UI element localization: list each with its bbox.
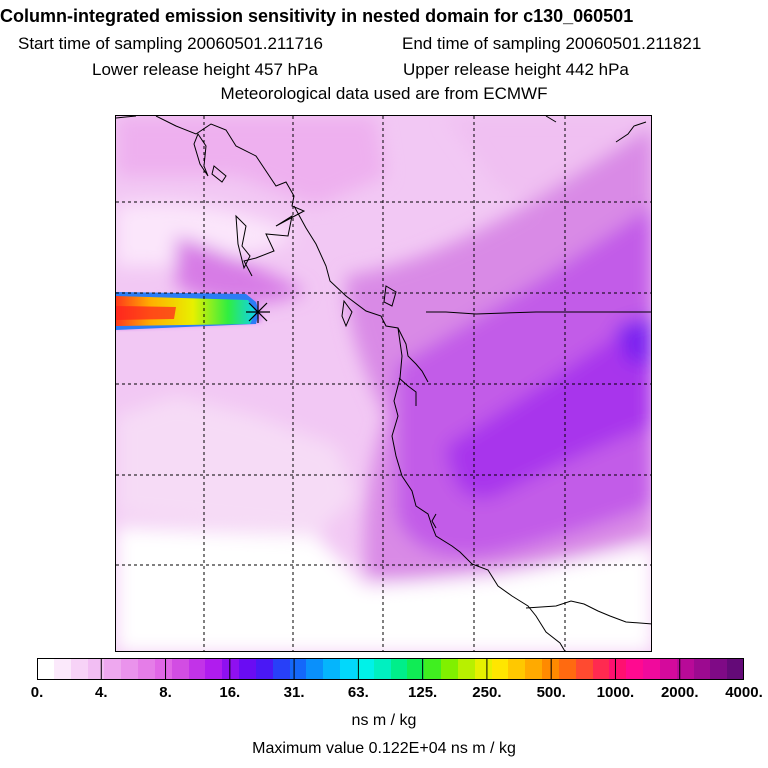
colorbar-swatch: [694, 658, 710, 680]
colorbar-swatch: [508, 658, 525, 680]
colorbar-swatch: [138, 658, 155, 680]
colorbar-swatch: [660, 658, 677, 680]
colorbar-swatch: [54, 658, 71, 680]
sensitivity-map: [115, 115, 652, 652]
colorbar-tick-label: 63.: [347, 684, 369, 701]
colorbar-swatch: [374, 658, 391, 680]
colorbar-units: ns m / kg: [351, 712, 417, 729]
upper-release-height: Upper release height 442 hPa: [403, 60, 629, 79]
colorbar-swatch: [323, 658, 340, 680]
colorbar-swatch: [189, 658, 205, 680]
colorbar-swatch: [710, 658, 727, 680]
colorbar-swatch: [424, 658, 441, 680]
colorbar-swatch: [306, 658, 323, 680]
colorbar-swatch: [643, 658, 660, 680]
colorbar-tick-label: 500.: [536, 684, 566, 701]
colorbar-tick-label: 4000.: [725, 684, 763, 701]
colorbar-swatch: [88, 658, 104, 680]
colorbar-swatch: [340, 658, 357, 680]
colorbar-swatch: [273, 658, 290, 680]
colorbar-tick-label: 16.: [219, 684, 241, 701]
colorbar-tick-label: 2000.: [660, 684, 699, 701]
plot-title: Column-integrated emission sensitivity i…: [0, 6, 634, 26]
colorbar-border: [37, 658, 744, 680]
colorbar-tick-label: 4.: [95, 684, 108, 701]
colorbar-swatch: [222, 658, 239, 680]
colorbar-swatch: [441, 658, 458, 680]
colorbar-swatch: [626, 658, 643, 680]
colorbar-tick-label: 31.: [283, 684, 305, 701]
colorbar-swatch: [172, 658, 189, 680]
maximum-value-label: Maximum value 0.122E+04 ns m / kg: [252, 740, 516, 757]
colorbar-swatch: [407, 658, 424, 680]
colorbar-swatch: [239, 658, 256, 680]
colorbar-swatch: [256, 658, 273, 680]
coastline: [116, 116, 651, 651]
colorbar-swatch: [205, 658, 222, 680]
colorbar-swatch: [542, 658, 559, 680]
colorbar-swatch: [155, 658, 172, 680]
colorbar-tick-label: 125.: [408, 684, 438, 701]
colorbar-tick-label: 1000.: [596, 684, 635, 701]
colorbar-swatch: [727, 658, 744, 680]
colorbar: [37, 658, 744, 680]
colorbar-swatch: [37, 658, 54, 680]
colorbar-swatch: [475, 658, 492, 680]
start-time: Start time of sampling 20060501.211716: [18, 34, 323, 53]
colorbar-swatch: [525, 658, 542, 680]
release-point-marker: [246, 301, 270, 323]
colorbar-swatch: [492, 658, 508, 680]
colorbar-tick-label: 250.: [472, 684, 502, 701]
lower-release-height: Lower release height 457 hPa: [92, 60, 318, 79]
colorbar-swatch: [576, 658, 593, 680]
colorbar-swatch: [391, 658, 407, 680]
met-data-source: Meteorological data used are from ECMWF: [220, 84, 548, 103]
end-time: End time of sampling 20060501.211821: [402, 34, 702, 53]
colorbar-swatch: [677, 658, 694, 680]
colorbar-tick-label: 0.: [30, 684, 44, 701]
colorbar-swatch: [104, 658, 121, 680]
colorbar-swatch: [71, 658, 88, 680]
colorbar-swatch: [559, 658, 576, 680]
colorbar-swatch: [121, 658, 138, 680]
colorbar-swatch: [609, 658, 626, 680]
colorbar-swatch: [458, 658, 475, 680]
colorbar-swatch: [290, 658, 306, 680]
colorbar-swatch: [593, 658, 609, 680]
colorbar-tick-label: 8.: [159, 684, 172, 701]
colorbar-swatch: [357, 658, 374, 680]
